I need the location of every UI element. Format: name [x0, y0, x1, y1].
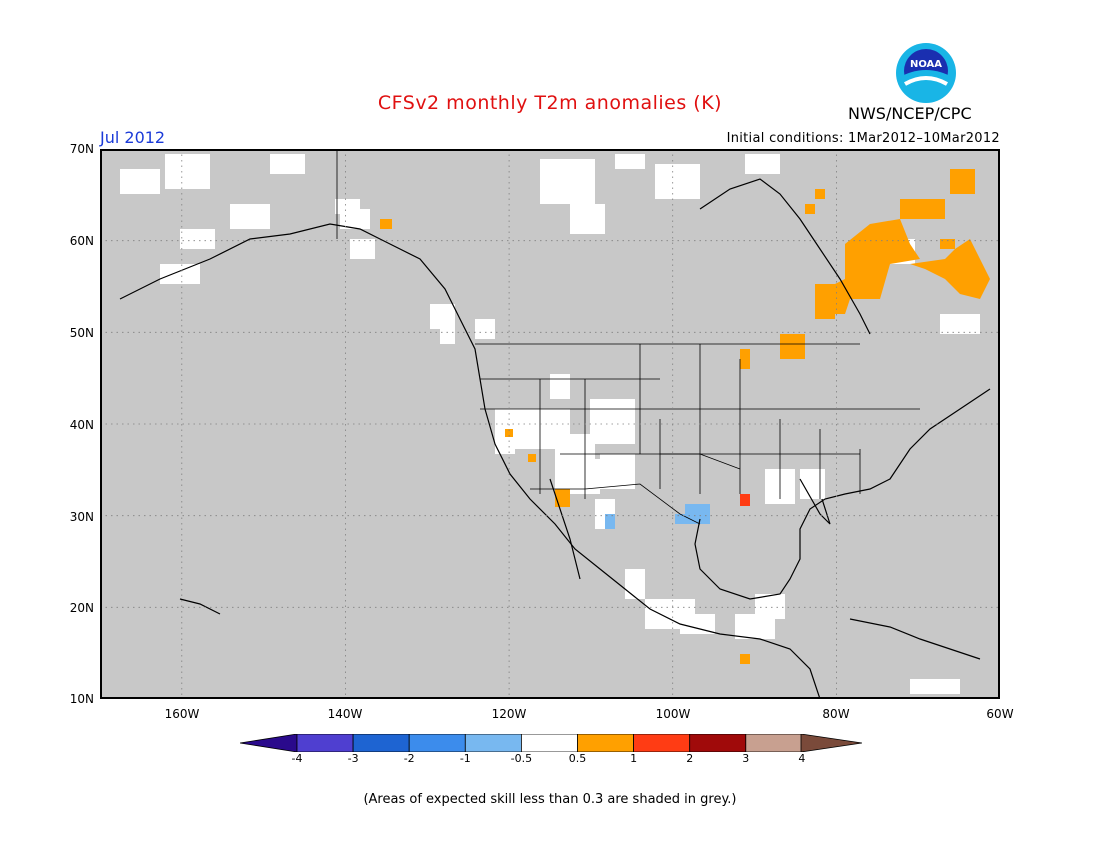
colorbar-tick-label: 2	[686, 752, 694, 765]
colorbar-cell	[745, 734, 803, 752]
lat-label-40n: 40N	[69, 418, 94, 432]
colorbar-tick-label: 3	[742, 752, 750, 765]
colorbar-tick-label: -2	[403, 752, 415, 765]
lon-label-80w: 80W	[822, 707, 850, 721]
lon-label-160w: 160W	[164, 707, 200, 721]
colorbar-tick-label: 1	[630, 752, 638, 765]
colorbar-cell	[689, 734, 747, 752]
lat-lon-grid	[100, 149, 1000, 699]
lat-label-70n: 70N	[69, 142, 94, 156]
lat-label-30n: 30N	[69, 510, 94, 524]
political-borders	[336, 149, 920, 525]
initial-conditions: Initial conditions: 1Mar2012–10Mar2012	[726, 131, 1000, 146]
colorbar-cell	[633, 734, 691, 752]
colorbar-cell	[577, 734, 634, 752]
lat-label-60n: 60N	[69, 234, 94, 248]
agency-label: NWS/NCEP/CPC	[848, 104, 972, 123]
colorbar-cell	[520, 734, 578, 752]
colorbar-cells	[296, 734, 803, 752]
neutral-anomaly-areas	[120, 154, 980, 694]
coastlines	[119, 178, 991, 699]
colorbar-tick-label: -3	[347, 752, 359, 765]
warm-anomaly-areas	[380, 169, 990, 664]
strong-warm-anomaly	[740, 494, 750, 506]
colorbar-tick-label: 0.5	[568, 752, 587, 765]
colorbar-arrow-low	[240, 734, 298, 752]
cool-anomaly-areas	[605, 504, 710, 529]
colorbar	[240, 734, 862, 752]
lon-label-60w: 60W	[986, 707, 1014, 721]
colorbar-tick-label: -4	[291, 752, 303, 765]
colorbar-cell	[296, 734, 354, 752]
colorbar-tick-label: -1	[459, 752, 471, 765]
footnote: (Areas of expected skill less than 0.3 a…	[363, 792, 737, 807]
logo-text: NOAA	[910, 59, 942, 70]
map-title: CFSv2 monthly T2m anomalies (K)	[377, 92, 723, 114]
lat-label-50n: 50N	[69, 326, 94, 340]
map-frame	[100, 149, 1000, 699]
colorbar-cell	[352, 734, 410, 752]
colorbar-tick-label: 4	[798, 752, 806, 765]
colorbar-arrow-high	[800, 734, 862, 752]
lon-label-120w: 120W	[491, 707, 527, 721]
noaa-logo: NOAA	[896, 43, 956, 103]
lat-label-20n: 20N	[69, 601, 94, 615]
colorbar-tick-label: -0.5	[510, 752, 533, 765]
lon-label-140w: 140W	[327, 707, 363, 721]
forecast-month: Jul 2012	[100, 128, 166, 147]
colorbar-cell	[408, 734, 466, 752]
colorbar-cell	[464, 734, 522, 752]
lon-label-100w: 100W	[655, 707, 691, 721]
anomaly-map	[100, 149, 1000, 699]
lat-label-10n: 10N	[69, 692, 94, 706]
